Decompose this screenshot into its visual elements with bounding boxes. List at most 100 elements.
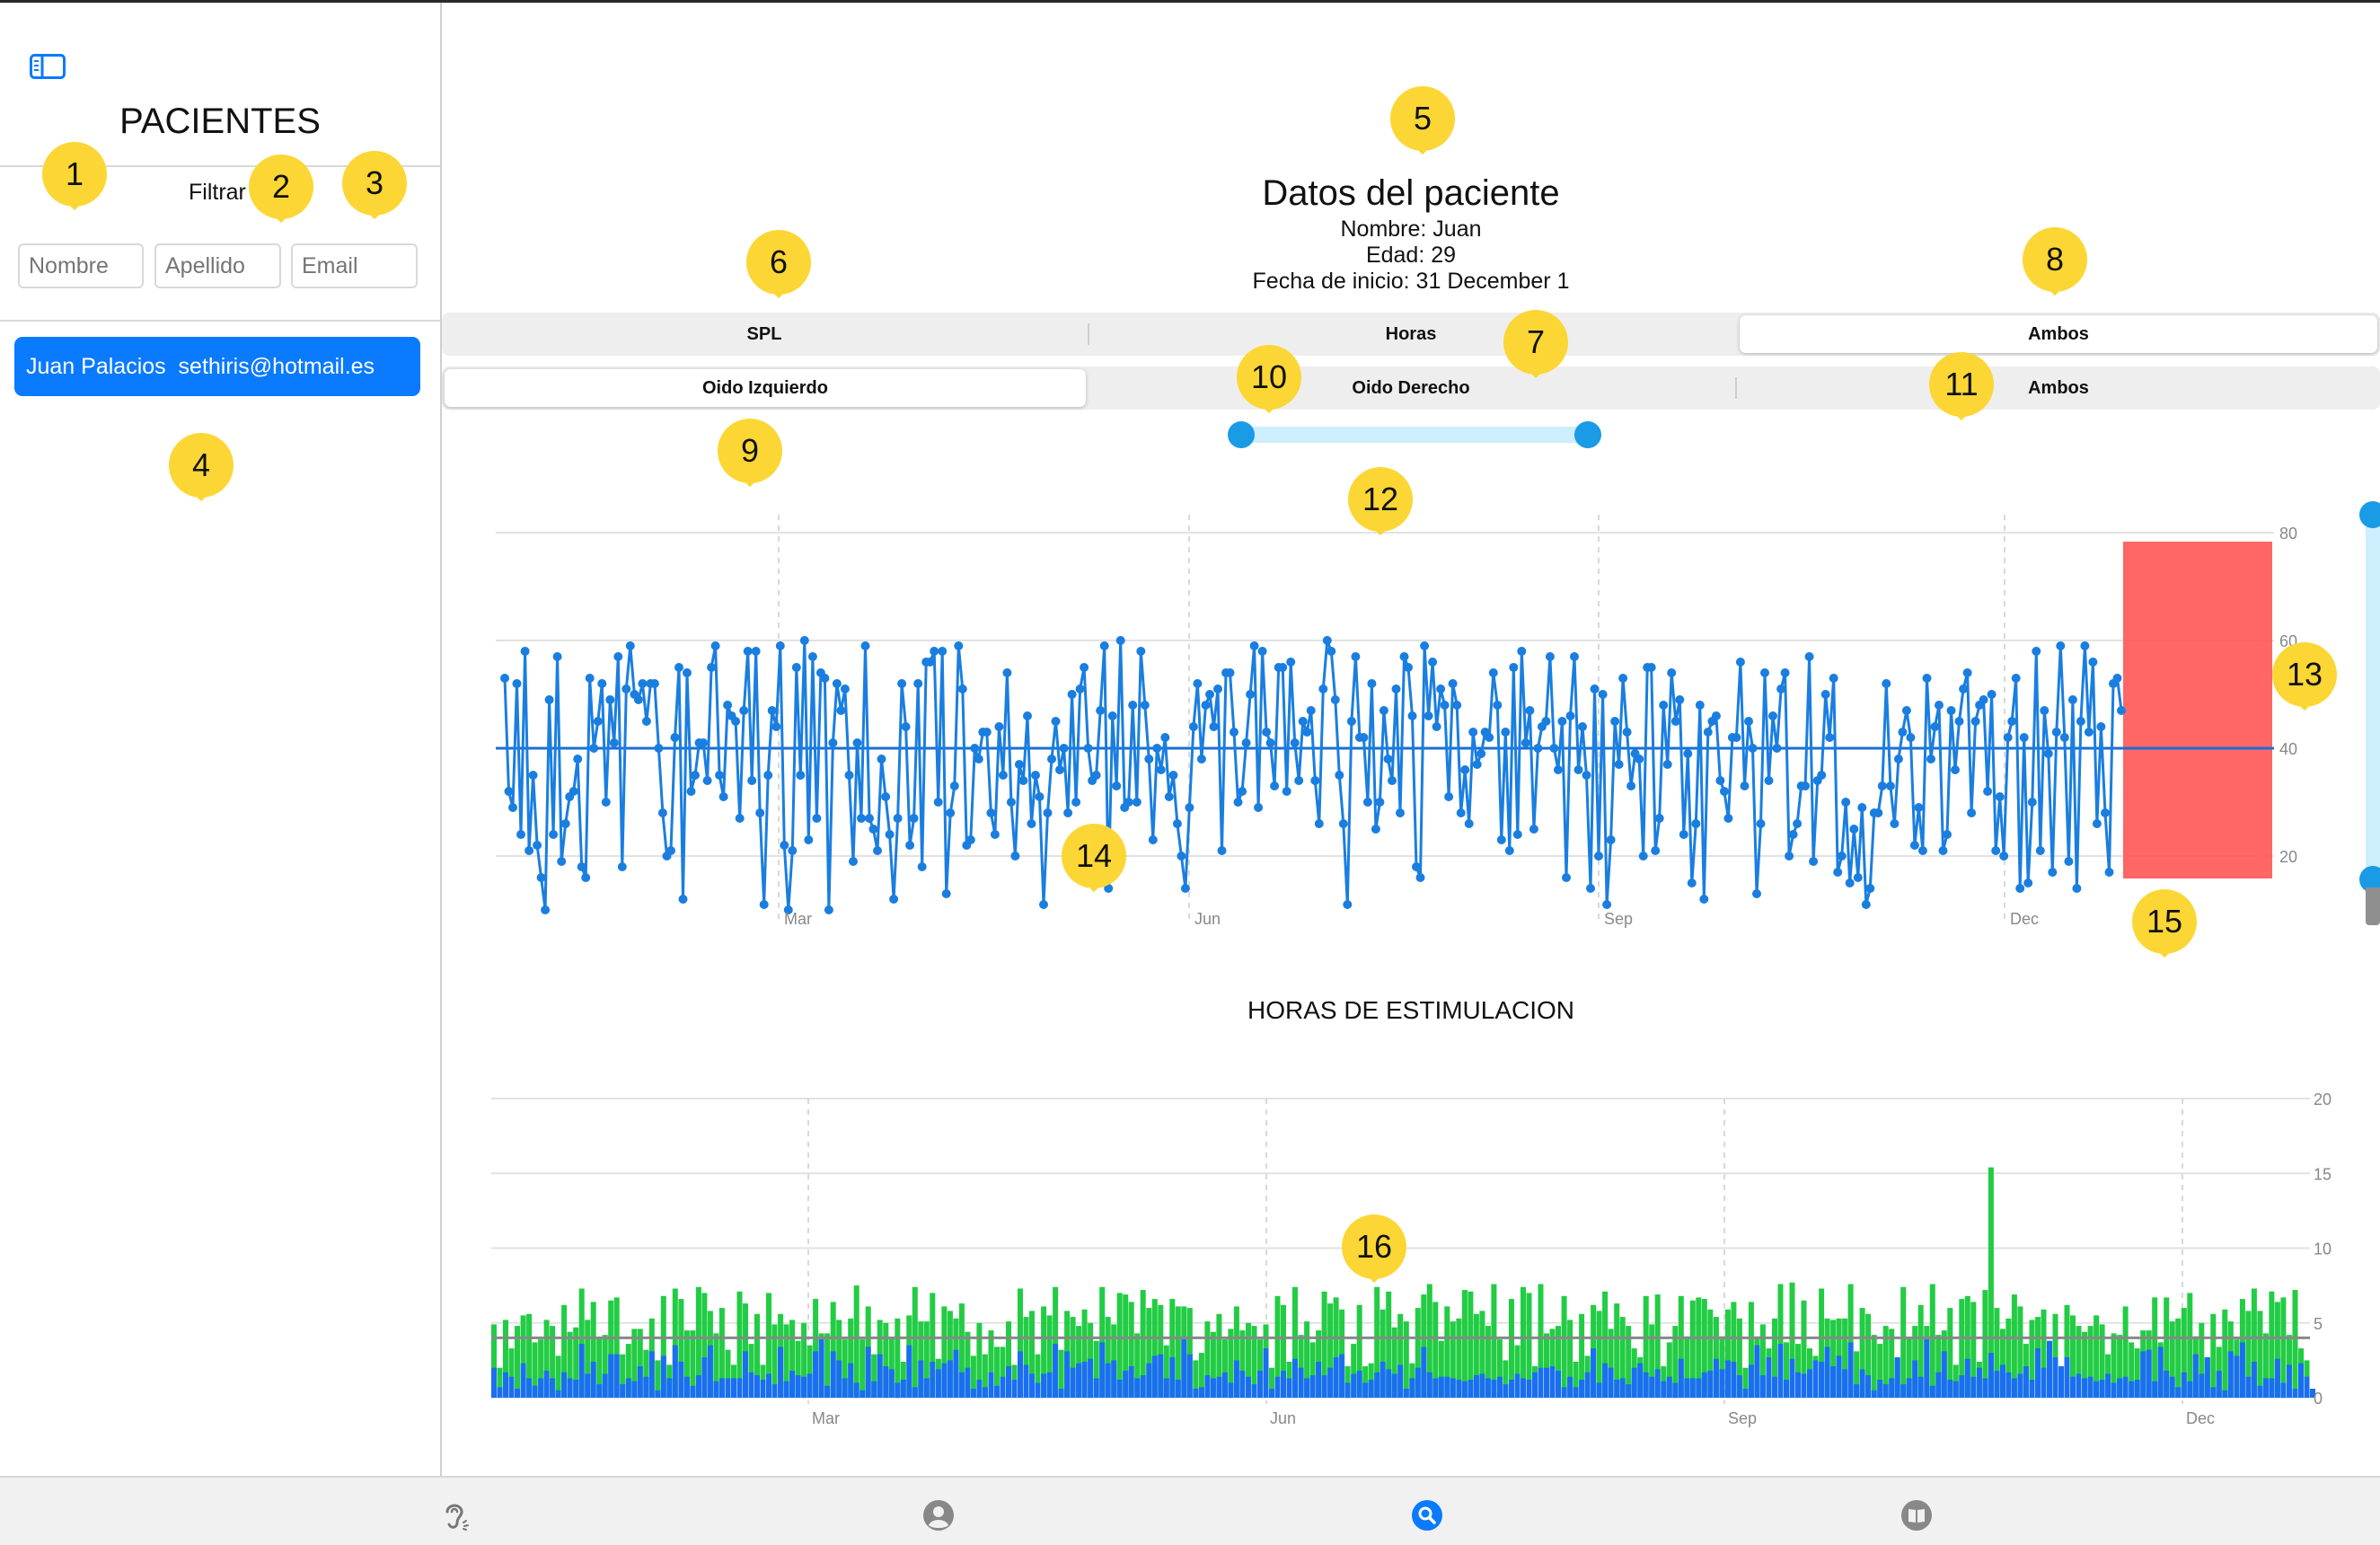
spl-data-point	[820, 674, 830, 683]
hours-bar-right	[953, 1349, 959, 1398]
spl-data-point	[1756, 819, 1766, 828]
spl-data-point	[1496, 835, 1506, 844]
hours-bar-left	[2199, 1322, 2205, 1399]
filter-nombre-input[interactable]	[18, 243, 144, 288]
segment-oido-derecho[interactable]: Oido Derecho	[1352, 378, 1470, 398]
segment-horas[interactable]: Horas	[1385, 324, 1437, 344]
hours-bar-left	[807, 1345, 813, 1398]
annotation-badge: 6	[746, 230, 811, 309]
segment-ambos-metric[interactable]: Ambos	[1740, 315, 2377, 353]
spl-data-point	[1865, 884, 1875, 893]
spl-data-point	[605, 695, 615, 704]
person-icon[interactable]	[922, 1499, 955, 1532]
spl-data-point	[1201, 701, 1211, 710]
hours-bar-right	[1251, 1384, 1257, 1398]
annotation-badge: 2	[249, 154, 313, 234]
hours-bar-left	[1479, 1311, 1485, 1398]
hours-bar-right	[848, 1363, 854, 1398]
segment-spl[interactable]: SPL	[746, 324, 782, 344]
spl-data-point	[1371, 825, 1380, 834]
y-range-slider-track[interactable]	[2366, 513, 2380, 881]
hours-bar-left	[683, 1330, 690, 1398]
hours-bar-right	[1549, 1366, 1556, 1398]
spl-data-point	[1841, 798, 1851, 807]
hours-bar-right	[1158, 1354, 1164, 1398]
spl-data-point	[1172, 819, 1182, 828]
filter-email-input[interactable]	[291, 243, 418, 288]
hours-bar-left	[830, 1302, 836, 1398]
date-range-slider-track[interactable]	[1241, 427, 1588, 443]
annotation-number: 10	[1250, 358, 1288, 395]
hours-bar-left	[561, 1304, 568, 1398]
hours-bar-right	[1011, 1380, 1018, 1398]
hours-bar-left	[1403, 1321, 1409, 1398]
hours-bar-left	[1432, 1302, 1439, 1398]
ear-icon[interactable]	[438, 1499, 471, 1532]
spl-data-point	[1715, 776, 1725, 785]
hours-bar-right	[1116, 1380, 1123, 1398]
hours-bar-right	[1403, 1389, 1409, 1398]
hours-bar-right	[660, 1355, 666, 1398]
filter-label: Filtrar	[189, 180, 246, 205]
annotation-badge: 4	[169, 433, 234, 512]
hours-bar-right	[1643, 1372, 1649, 1398]
spl-data-point	[1719, 787, 1729, 796]
hours-bar-right	[2052, 1357, 2058, 1398]
hours-bar-left	[718, 1308, 725, 1398]
y-range-bottom-handle[interactable]	[2359, 866, 2380, 893]
spl-data-point	[994, 722, 1004, 731]
hours-bar-left	[1579, 1313, 1585, 1398]
patient-row[interactable]: Juan Palacios sethiris@hotmail.es	[14, 337, 420, 396]
hours-bar-left	[1719, 1336, 1725, 1398]
spl-data-point	[1837, 852, 1847, 861]
hours-bar-left	[1830, 1320, 1837, 1398]
spl-data-point	[1468, 728, 1478, 737]
spl-data-point	[1420, 641, 1430, 650]
hours-bar-right	[1000, 1376, 1006, 1398]
hours-bar-left	[520, 1315, 526, 1398]
spl-data-point	[1752, 889, 1761, 898]
segment-oido-izquierdo[interactable]: Oido Izquierdo	[445, 369, 1086, 407]
hours-bar-right	[1298, 1367, 1304, 1398]
y-range-top-handle[interactable]	[2359, 501, 2380, 528]
hours-bar-left	[1228, 1329, 1234, 1398]
filter-apellido-input[interactable]	[154, 243, 281, 288]
spl-data-point	[536, 873, 546, 882]
spl-data-point	[771, 722, 781, 731]
segment-ambos-ear[interactable]: Ambos	[2028, 378, 2089, 398]
hours-bar-right	[1327, 1367, 1334, 1398]
sidebar-toggle-icon[interactable]	[30, 54, 66, 79]
spl-data-point	[804, 835, 814, 844]
date-range-end-handle[interactable]	[1574, 421, 1601, 448]
spl-data-point	[1635, 755, 1644, 764]
spl-data-point	[1959, 684, 1969, 693]
spl-data-point	[1512, 830, 1522, 839]
book-icon[interactable]	[1900, 1499, 1933, 1532]
hours-bar-right	[2035, 1348, 2041, 1398]
x-tick-label: Mar	[784, 910, 812, 928]
date-range-start-handle[interactable]	[1228, 421, 1255, 448]
hours-bar-right	[2129, 1381, 2135, 1398]
hours-bar-left	[602, 1335, 608, 1398]
hours-bar-right	[1877, 1380, 1883, 1398]
spl-data-point	[1970, 717, 1980, 726]
spl-data-point	[1785, 852, 1794, 861]
hours-bar-right	[1421, 1346, 1427, 1398]
annotation-number: 6	[769, 243, 789, 280]
spl-data-point	[1338, 819, 1348, 828]
spl-data-point	[2092, 819, 2102, 828]
search-icon[interactable]	[1411, 1499, 1443, 1532]
hours-bar-left	[1023, 1317, 1029, 1398]
spl-data-point	[1091, 771, 1101, 780]
hours-bar-left	[503, 1320, 508, 1398]
hours-bar-right	[1397, 1364, 1404, 1398]
hours-bar-left	[836, 1320, 842, 1398]
spl-data-point	[1882, 679, 1891, 688]
hours-bar-right	[672, 1345, 678, 1398]
hours-bar-left	[1748, 1302, 1754, 1398]
hours-bar-left	[1175, 1306, 1181, 1398]
spl-data-point	[1346, 717, 1356, 726]
spl-data-point	[674, 663, 683, 672]
hours-bar-right	[2192, 1354, 2199, 1398]
hours-bar-left	[2029, 1320, 2035, 1398]
